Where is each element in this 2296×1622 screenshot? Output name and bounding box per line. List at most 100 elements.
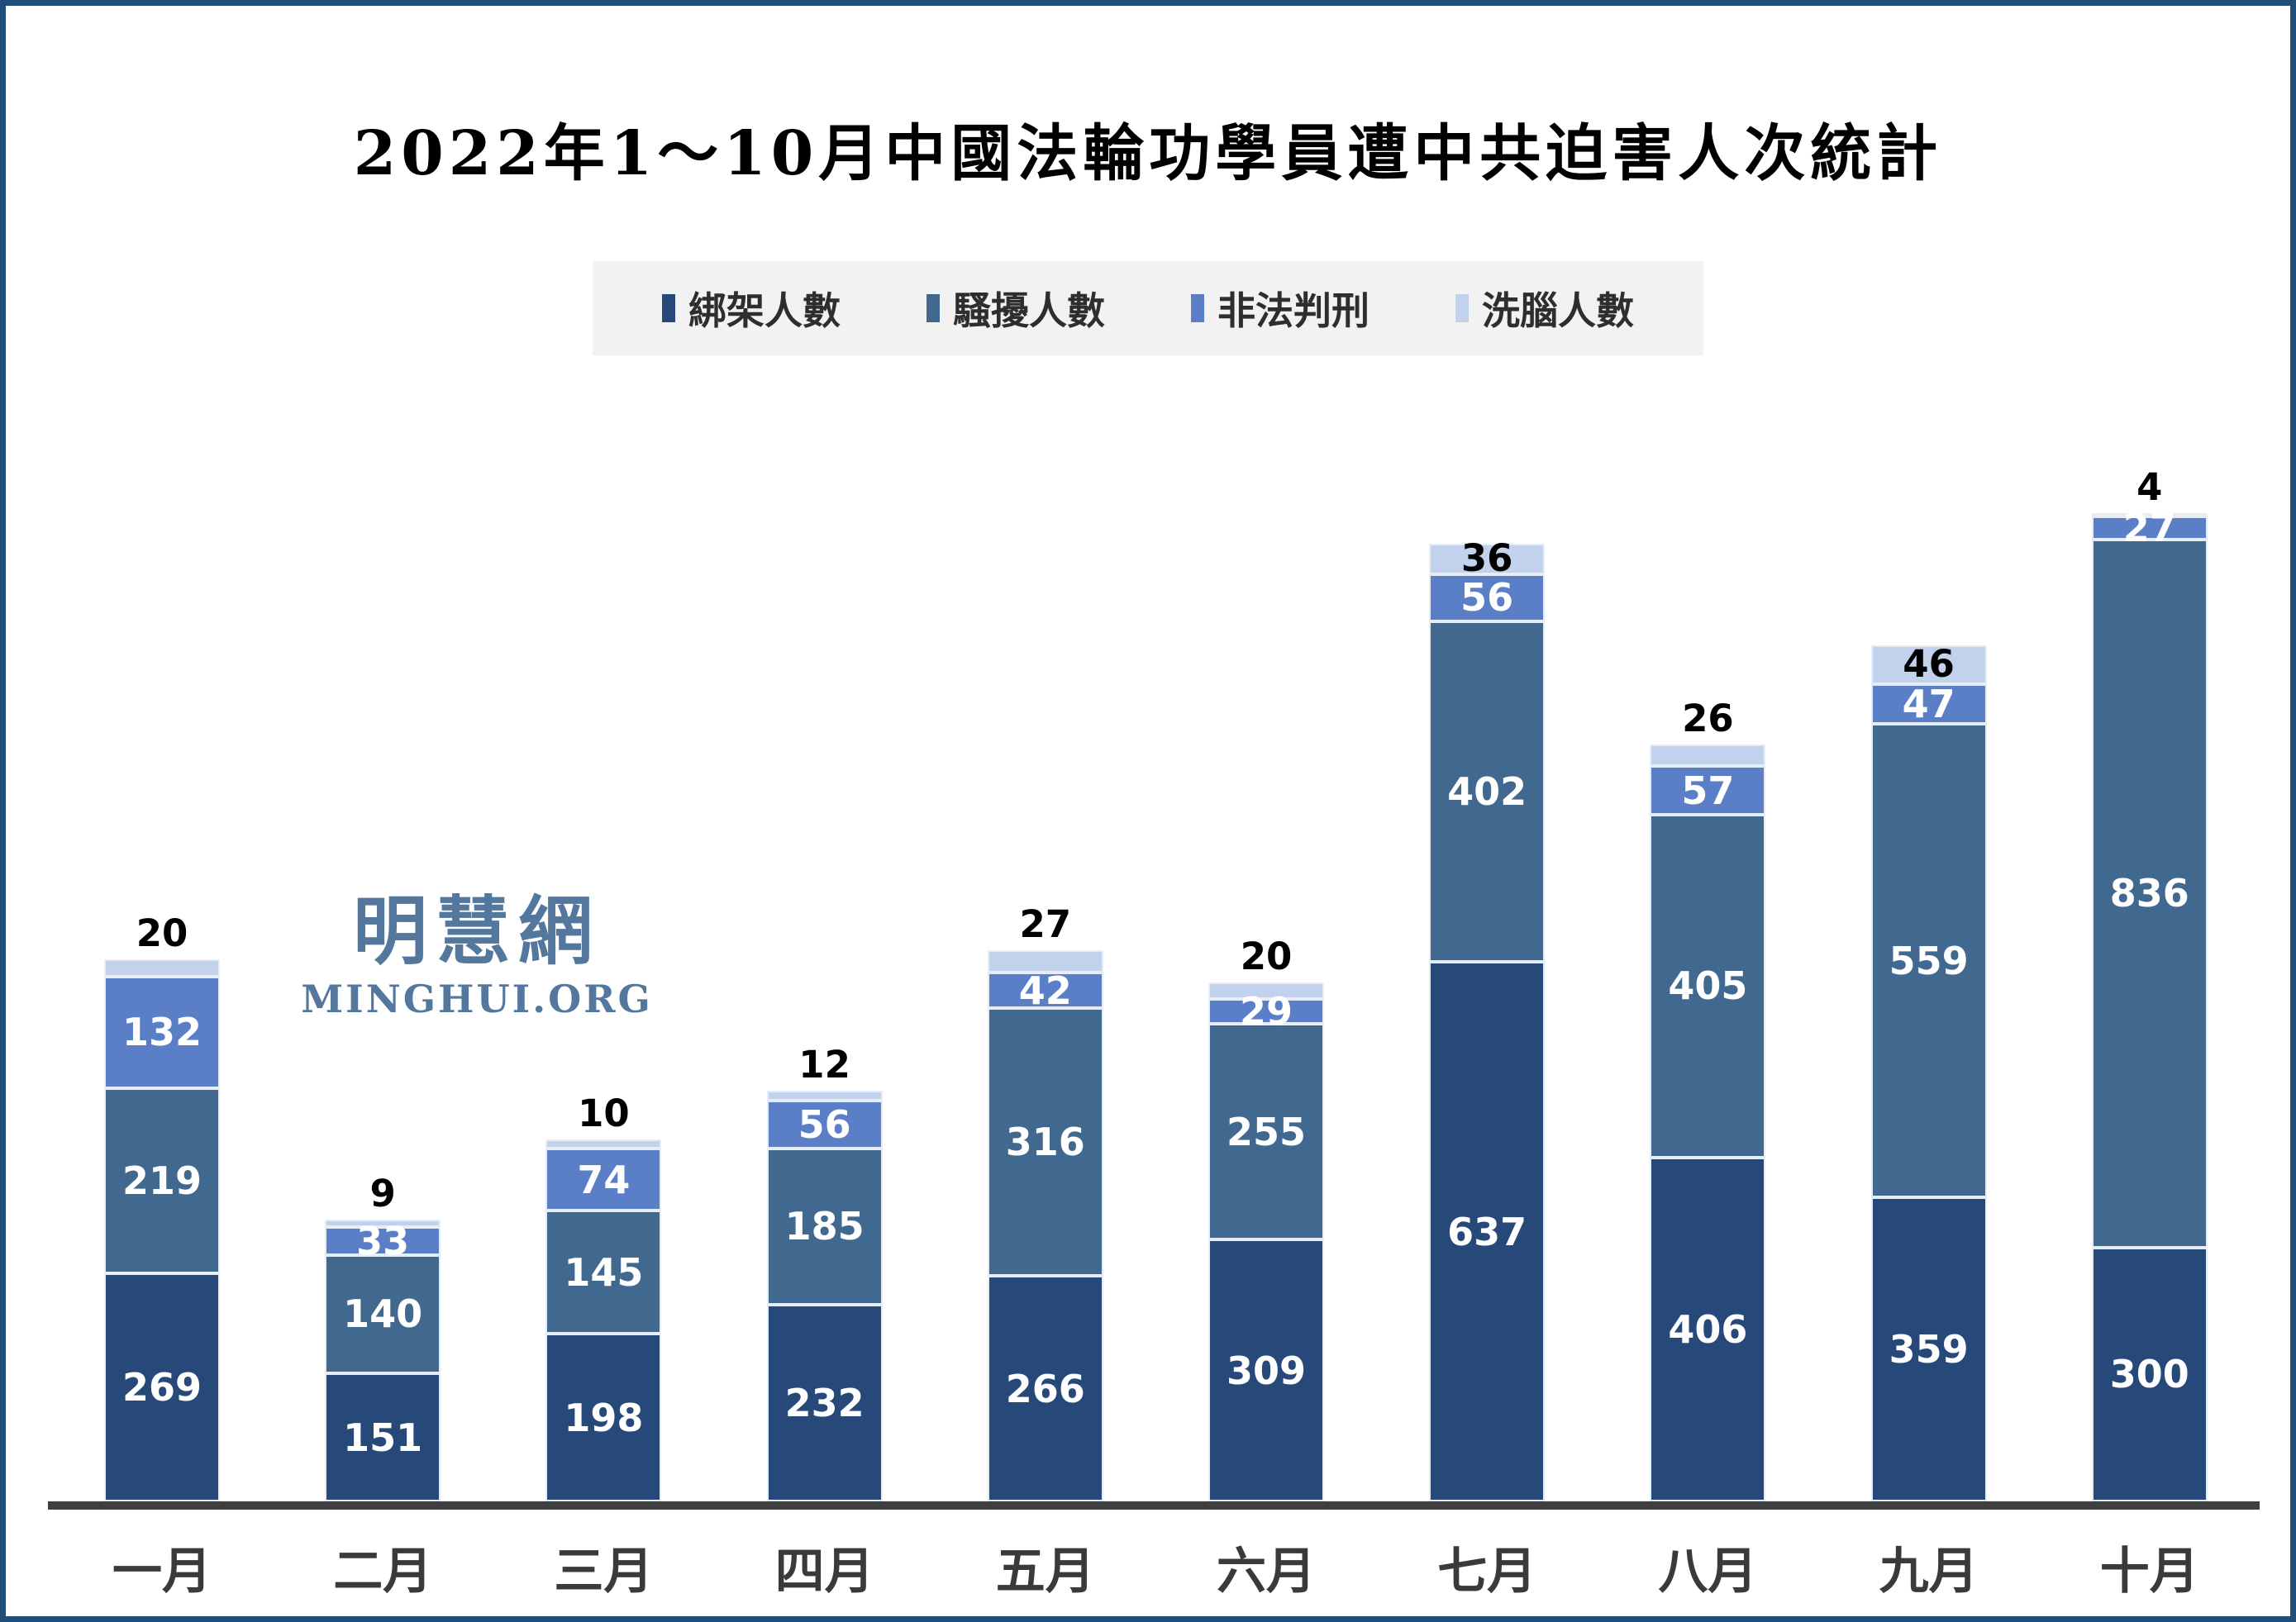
legend-item: 騷擾人數 (926, 281, 1105, 335)
legend-swatch (1191, 294, 1204, 322)
bar-segment (1650, 814, 1766, 1158)
bar-segment (1870, 1197, 1987, 1501)
bar-segment (1429, 573, 1546, 622)
top-value-label: 46 (1903, 642, 1955, 687)
legend-swatch (662, 294, 675, 322)
segment-value-label: 29 (1239, 989, 1293, 1035)
x-axis-line (48, 1501, 2260, 1510)
segment-value-label: 316 (1005, 1120, 1085, 1165)
segment-value-label: 300 (2109, 1352, 2189, 1397)
segment-value-label: 27 (2122, 505, 2176, 550)
bar-segment (1429, 543, 1546, 574)
month-label: 三月 (554, 1543, 654, 1601)
top-value-label: 27 (1019, 901, 1072, 946)
bar-segment (1208, 1023, 1324, 1240)
top-value-label: 9 (369, 1171, 396, 1215)
bar-segment (2091, 512, 2208, 516)
segment-value-label: 56 (798, 1101, 851, 1147)
segment-value-label: 232 (784, 1381, 865, 1426)
top-value-label: 12 (798, 1042, 850, 1087)
month-label: 四月 (774, 1543, 874, 1601)
month-label: 二月 (333, 1543, 433, 1601)
segment-value-label: 74 (577, 1157, 631, 1202)
bar-segment (104, 1273, 220, 1501)
watermark-org-text: MINGHUI.ORG (301, 977, 653, 1021)
segment-value-label: 405 (1668, 963, 1748, 1009)
segment-value-label: 269 (121, 1365, 202, 1410)
month-label: 七月 (1437, 1543, 1537, 1601)
segment-value-label: 359 (1889, 1327, 1969, 1372)
bar-segment (1208, 999, 1324, 1024)
top-value-label: 26 (1682, 696, 1734, 740)
watermark-cjk-text: 明慧網 (353, 887, 601, 975)
segment-value-label: 637 (1447, 1209, 1527, 1254)
bar-segment (766, 1101, 883, 1149)
segment-value-label: 402 (1447, 769, 1527, 815)
segment-value-label: 406 (1668, 1306, 1748, 1352)
legend-item: 非法判刑 (1191, 281, 1370, 335)
segment-value-label: 145 (564, 1249, 644, 1295)
month-label: 五月 (995, 1543, 1095, 1601)
segment-value-label: 185 (784, 1204, 865, 1249)
legend-item: 洗腦人數 (1455, 281, 1634, 335)
bar-segment (1208, 982, 1324, 1000)
month-label: 一月 (112, 1543, 212, 1601)
bar-segment (2091, 1247, 2208, 1501)
bar-segment (104, 976, 220, 1088)
bar-segment (766, 1305, 883, 1501)
segment-value-label: 140 (343, 1291, 423, 1337)
segment-value-label: 559 (1889, 938, 1969, 983)
bar-segment (987, 1276, 1103, 1501)
segment-value-label: 219 (121, 1158, 202, 1204)
bar-segment (325, 1373, 441, 1501)
bar-segment (1429, 621, 1546, 963)
bar-segment (104, 959, 220, 977)
bar-segment (325, 1219, 441, 1227)
segment-value-label: 836 (2109, 871, 2189, 916)
chart-title: 2022年1～10月中國法輪功學員遭中共迫害人次統計 (353, 118, 1943, 189)
watermark: 明慧網 MINGHUI.ORG (291, 894, 663, 1021)
bar-segment (1870, 645, 1987, 684)
legend: 綁架人數 騷擾人數 非法判刑 洗腦人數 (593, 261, 1703, 355)
legend-label: 洗腦人數 (1482, 288, 1634, 333)
segment-value-label: 266 (1005, 1366, 1085, 1411)
legend-swatch (1455, 294, 1469, 322)
segment-value-label: 151 (343, 1415, 423, 1460)
top-value-label: 4 (2136, 464, 2163, 509)
top-value-label: 20 (1240, 934, 1293, 978)
bar-segment (2091, 539, 2208, 1248)
top-value-label: 36 (1460, 536, 1513, 581)
bar-segment (325, 1226, 441, 1255)
legend-swatch (926, 294, 940, 322)
segment-value-label: 255 (1226, 1109, 1307, 1154)
month-label: 八月 (1658, 1543, 1758, 1601)
bar-segment (987, 973, 1103, 1009)
segment-value-label: 42 (1018, 968, 1072, 1013)
segment-value-label: 198 (564, 1395, 644, 1440)
bar-segment (2091, 516, 2208, 540)
bar-segment (545, 1148, 662, 1211)
segment-value-label: 47 (1902, 681, 1955, 726)
month-label: 六月 (1217, 1543, 1316, 1601)
segment-value-label: 309 (1226, 1348, 1307, 1393)
bar-segment (325, 1254, 441, 1374)
legend-item: 綁架人數 (662, 281, 841, 335)
bar-segment (104, 1087, 220, 1274)
segment-value-label: 132 (121, 1010, 202, 1055)
bar-segment (1429, 962, 1546, 1501)
segment-value-label: 33 (356, 1218, 410, 1263)
bar-segment (987, 1008, 1103, 1277)
bar-segment (1650, 1157, 1766, 1501)
bar-segment (1208, 1239, 1324, 1501)
segment-value-label: 57 (1681, 768, 1735, 813)
bar-segment (987, 949, 1103, 973)
top-value-label: 20 (136, 911, 188, 955)
legend-label: 騷擾人數 (953, 288, 1105, 333)
bar-segment (766, 1148, 883, 1306)
top-value-label: 10 (578, 1092, 630, 1136)
bar-segment (545, 1334, 662, 1501)
legend-label: 非法判刑 (1217, 288, 1370, 333)
month-label: 十月 (2099, 1543, 2199, 1601)
bar-segment (545, 1211, 662, 1334)
